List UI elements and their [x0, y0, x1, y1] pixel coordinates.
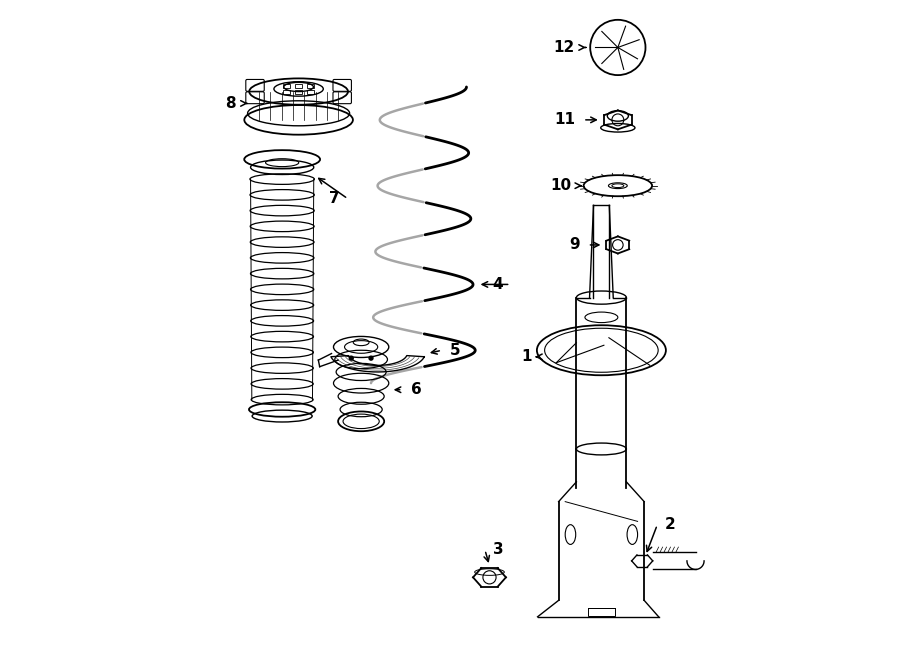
Text: 11: 11 [554, 112, 575, 128]
Text: 3: 3 [493, 542, 503, 557]
Bar [307, 90, 314, 94]
Bar [295, 90, 302, 94]
Text: 6: 6 [410, 382, 421, 397]
Text: 4: 4 [492, 277, 503, 292]
Text: 8: 8 [226, 96, 236, 111]
Bar [284, 90, 290, 94]
Bar [307, 85, 314, 89]
Text: 5: 5 [450, 343, 461, 358]
Text: 12: 12 [554, 40, 575, 55]
Bar [284, 85, 290, 89]
Text: 2: 2 [665, 517, 676, 532]
Circle shape [369, 356, 373, 360]
Text: 7: 7 [329, 191, 340, 206]
Text: 10: 10 [551, 178, 572, 193]
Bar [295, 85, 302, 89]
Text: 9: 9 [569, 237, 580, 253]
Text: 1: 1 [522, 349, 532, 364]
Bar [589, 608, 615, 616]
Circle shape [349, 356, 353, 360]
